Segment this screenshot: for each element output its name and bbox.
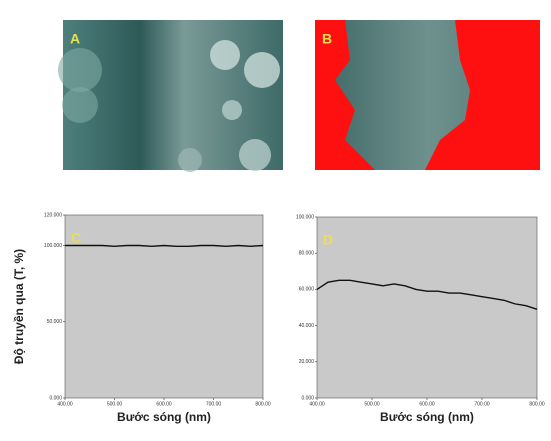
plot-area [317, 217, 537, 398]
x-tick-label: 700.00 [474, 401, 490, 407]
y-tick-label: 100.000 [296, 214, 314, 220]
figure: A B 0.00050.000100.000120.000400.00500.0… [0, 0, 551, 436]
plot-area [65, 215, 263, 398]
y-tick-label: 60.000 [299, 287, 315, 293]
image-b: B [315, 20, 540, 170]
x-tick-label: 500.00 [364, 401, 380, 407]
image-a: A [58, 20, 283, 172]
x-tick-label: 700.00 [206, 401, 222, 407]
y-tick-label: 80.000 [299, 251, 315, 257]
x-axis-label: Bước sóng (nm) [380, 410, 474, 424]
x-tick-label: 600.00 [156, 401, 172, 407]
panel-label: D [323, 232, 333, 248]
x-tick-label: 400.00 [309, 401, 325, 407]
x-tick-label: 800.00 [255, 401, 271, 407]
line-series [65, 246, 263, 247]
y-tick-label: 40.000 [299, 323, 315, 329]
y-tick-label: 100.000 [44, 243, 62, 249]
y-tick-label: 120.000 [44, 212, 62, 218]
x-tick-label: 500.00 [107, 401, 123, 407]
panel-label: A [70, 31, 80, 47]
x-tick-label: 400.00 [57, 401, 73, 407]
panel-label: C [71, 230, 81, 246]
x-tick-label: 600.00 [419, 401, 435, 407]
x-tick-label: 800.00 [529, 401, 545, 407]
y-tick-label: 20.000 [299, 359, 315, 365]
y-tick-label: 50.000 [47, 319, 63, 325]
x-axis-label: Bước sóng (nm) [117, 410, 211, 424]
y-axis-label: Độ truyền qua (T, %) [12, 249, 26, 364]
panel-label: B [322, 31, 332, 47]
